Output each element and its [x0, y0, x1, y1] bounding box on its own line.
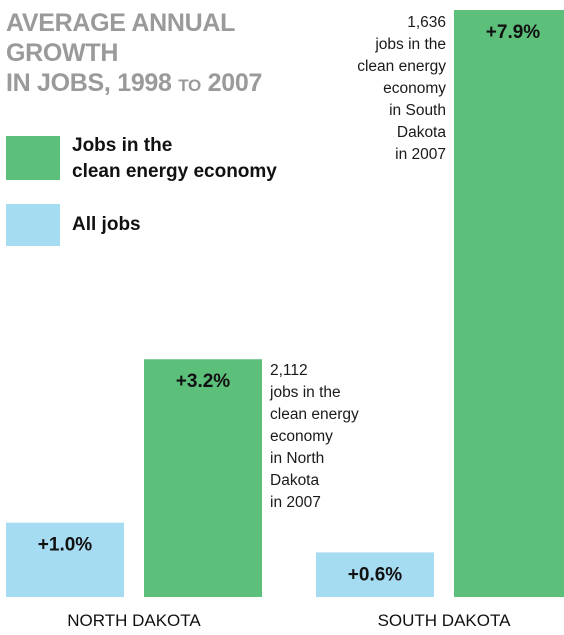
data-label: +3.2%: [176, 371, 231, 392]
legend-swatch-all: [6, 204, 60, 246]
bar-clean-energy-north-dakota: [144, 359, 262, 597]
annotation-line: clean energy: [357, 58, 446, 75]
data-label: +1.0%: [38, 535, 93, 556]
bar-all-jobs-north-dakota: [6, 522, 124, 597]
annotation-north-dakota: 2,112 jobs in the clean energy economy in No…: [270, 360, 359, 514]
title-line-2b: TO: [178, 76, 201, 95]
title-line-2c: 2007: [200, 69, 263, 97]
title-line-2a: IN JOBS, 1998: [6, 69, 179, 97]
annotation-line: economy: [270, 428, 333, 445]
annotation-line: in 2007: [395, 146, 446, 163]
legend-label-clean: Jobs in the clean energy economy: [72, 133, 277, 185]
annotation-line: jobs in the: [270, 384, 341, 401]
title-line-1: AVERAGE ANNUAL GROWTH: [6, 9, 235, 67]
annotation-line: clean energy: [270, 406, 359, 423]
data-label: +0.6%: [348, 564, 403, 585]
annotation-line: in North: [270, 450, 325, 467]
bar-all-jobs-south-dakota: [316, 552, 434, 597]
annotation-line: jobs in the: [375, 36, 446, 53]
annotation-line: 2,112: [270, 362, 308, 379]
title-line-2: IN JOBS, 1998 TO 2007: [6, 68, 326, 101]
category-label: NORTH DAKOTA: [67, 611, 201, 630]
chart-title: AVERAGE ANNUAL GROWTH IN JOBS, 1998 TO 2…: [6, 8, 326, 101]
annotation-line: Dakota: [270, 472, 320, 489]
annotation-south-dakota: 1,636 jobs in the clean energy economy in So…: [357, 12, 446, 166]
legend-swatch-clean: [6, 136, 60, 180]
annotation-line: 1,636: [407, 14, 446, 31]
category-label: SOUTH DAKOTA: [378, 611, 512, 630]
legend-label-clean-line1: Jobs in the: [72, 135, 173, 156]
bar-clean-energy-south-dakota: [454, 10, 564, 597]
annotation-line: economy: [383, 80, 446, 97]
data-label: +7.9%: [486, 22, 541, 43]
annotation-line: in South: [389, 102, 446, 119]
legend-label-all: All jobs: [72, 214, 141, 235]
legend-label-clean-line2: clean energy economy: [72, 161, 277, 182]
annotation-line: in 2007: [270, 494, 321, 511]
annotation-line: Dakota: [396, 124, 446, 141]
